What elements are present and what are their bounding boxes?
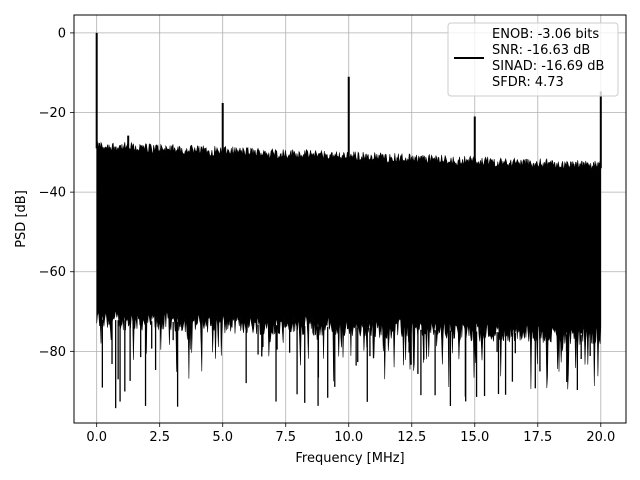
x-tick-label: 7.5 — [275, 430, 296, 445]
legend-entry-snr: SNR: -16.63 dB — [492, 43, 590, 58]
legend-entry-enob: ENOB: -3.06 bits — [492, 27, 599, 42]
y-axis-label: PSD [dB] — [14, 190, 29, 248]
x-tick-label: 15.0 — [460, 430, 489, 445]
x-axis-ticks: 0.0 2.5 5.0 7.5 10.0 12.5 15.0 17.5 20.0 — [86, 423, 615, 445]
x-tick-label: 12.5 — [397, 430, 426, 445]
psd-noise-floor — [96, 141, 602, 390]
x-axis-label: Frequency [MHz] — [295, 451, 404, 466]
x-tick-label: 20.0 — [586, 430, 615, 445]
y-tick-label: −60 — [39, 265, 66, 280]
x-tick-label: 0.0 — [86, 430, 107, 445]
x-tick-label: 2.5 — [149, 430, 170, 445]
y-tick-label: −80 — [39, 345, 66, 360]
legend-box — [447, 22, 619, 97]
legend: ENOB: -3.06 bits SNR: -16.63 dB SINAD: -… — [447, 22, 619, 97]
x-tick-label: 10.0 — [334, 430, 363, 445]
legend-entry-sfdr: SFDR: 4.73 — [492, 75, 564, 90]
y-axis-ticks: 0 −20 −40 −60 −80 — [39, 26, 74, 360]
x-tick-label: 17.5 — [523, 430, 552, 445]
x-tick-label: 5.0 — [212, 430, 233, 445]
legend-entry-sinad: SINAD: -16.69 dB — [492, 59, 604, 74]
plot-frame — [73, 14, 627, 424]
y-tick-label: −40 — [39, 186, 66, 201]
y-tick-label: −20 — [39, 106, 66, 121]
psd-trace — [95, 32, 602, 409]
y-tick-label: 0 — [58, 26, 66, 41]
